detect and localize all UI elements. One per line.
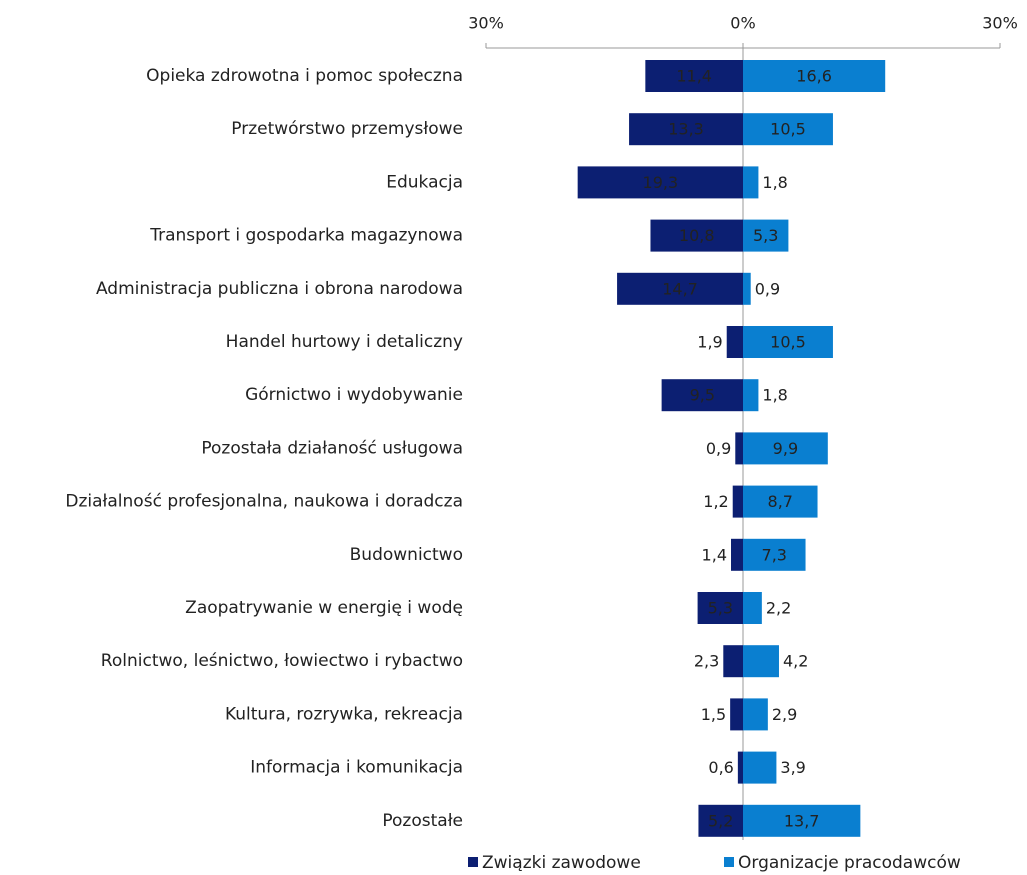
- value-label: 16,6: [796, 67, 832, 86]
- value-label: 7,3: [762, 545, 787, 564]
- value-label: 1,9: [697, 333, 722, 352]
- bar: [743, 751, 777, 784]
- category-label: Zaopatrywanie w energię i wodę: [185, 598, 463, 618]
- bar: [743, 485, 818, 518]
- bar: [617, 272, 743, 305]
- category-label: Informacja i komunikacja: [250, 758, 463, 778]
- bar: [737, 751, 743, 784]
- category-label: Handel hurtowy i detaliczny: [226, 332, 463, 352]
- category-label: Edukacja: [386, 172, 463, 192]
- bar: [743, 698, 768, 731]
- value-label: 4,2: [783, 652, 808, 671]
- value-label: 1,5: [701, 705, 726, 724]
- value-label: 14,7: [662, 279, 698, 298]
- bar: [743, 113, 833, 146]
- bar: [743, 538, 806, 571]
- category-label: Transport i gospodarka magazynowa: [149, 226, 463, 246]
- value-label: 1,2: [703, 492, 728, 511]
- value-label: 13,7: [784, 811, 820, 830]
- value-label: 2,3: [694, 652, 719, 671]
- bar: [661, 379, 743, 412]
- bar: [726, 326, 743, 358]
- value-label: 3,9: [780, 758, 805, 777]
- legend-swatch: [468, 857, 478, 867]
- bar: [730, 698, 743, 731]
- bar: [577, 166, 743, 199]
- bar: [743, 592, 762, 624]
- bar: [723, 645, 743, 678]
- bar: [743, 166, 759, 199]
- bar: [743, 60, 886, 92]
- bar: [629, 113, 743, 146]
- value-label: 0,9: [706, 439, 731, 458]
- category-label: Przetwórstwo przemysłowe: [231, 119, 463, 139]
- category-label: Pozostała działaność usługowa: [201, 438, 463, 458]
- value-label: 9,5: [690, 386, 715, 405]
- value-label: 1,8: [762, 386, 787, 405]
- legend-label: Związki zawodowe: [482, 853, 641, 873]
- value-label: 1,8: [762, 173, 787, 192]
- category-label: Górnictwo i wydobywanie: [245, 385, 463, 405]
- bar: [743, 645, 779, 678]
- category-label: Budownictwo: [350, 545, 463, 565]
- category-label: Pozostałe: [382, 811, 463, 831]
- value-label: 2,2: [766, 599, 791, 618]
- x-tick-label: 30%: [982, 14, 1018, 33]
- value-label: 8,7: [768, 492, 793, 511]
- legend-swatch: [724, 857, 734, 867]
- category-label: Kultura, rozrywka, rekreacja: [225, 704, 463, 724]
- bar: [743, 804, 861, 837]
- value-label: 13,3: [668, 120, 704, 139]
- bar: [698, 804, 743, 837]
- bar: [731, 538, 743, 571]
- bar: [732, 485, 743, 518]
- bar: [743, 272, 751, 305]
- value-label: 10,8: [679, 226, 715, 245]
- value-label: 0,6: [708, 758, 733, 777]
- value-label: 0,9: [755, 279, 780, 298]
- value-label: 5,2: [708, 811, 733, 830]
- bar: [743, 379, 759, 412]
- bar: [697, 592, 743, 624]
- category-label: Opieka zdrowotna i pomoc społeczna: [146, 66, 463, 86]
- category-label: Działalność profesjonalna, naukowa i dor…: [65, 492, 463, 512]
- value-label: 11,4: [676, 67, 712, 86]
- bar: [743, 326, 833, 358]
- value-label: 9,9: [773, 439, 798, 458]
- x-tick-label: 0%: [730, 14, 755, 33]
- value-label: 10,5: [770, 333, 806, 352]
- category-label: Administracja publiczna i obrona narodow…: [96, 279, 463, 299]
- value-label: 10,5: [770, 120, 806, 139]
- value-label: 5,3: [708, 599, 733, 618]
- bar: [645, 60, 743, 92]
- value-label: 1,4: [702, 545, 727, 564]
- bar: [735, 432, 743, 465]
- value-label: 19,3: [643, 173, 679, 192]
- bar: [743, 432, 828, 465]
- bar: [650, 219, 743, 252]
- x-tick-label: 30%: [468, 14, 504, 33]
- value-label: 5,3: [753, 226, 778, 245]
- category-label: Rolnictwo, leśnictwo, łowiectwo i rybact…: [101, 651, 463, 671]
- value-label: 2,9: [772, 705, 797, 724]
- legend-label: Organizacje pracodawców: [738, 853, 961, 873]
- bar: [743, 219, 789, 252]
